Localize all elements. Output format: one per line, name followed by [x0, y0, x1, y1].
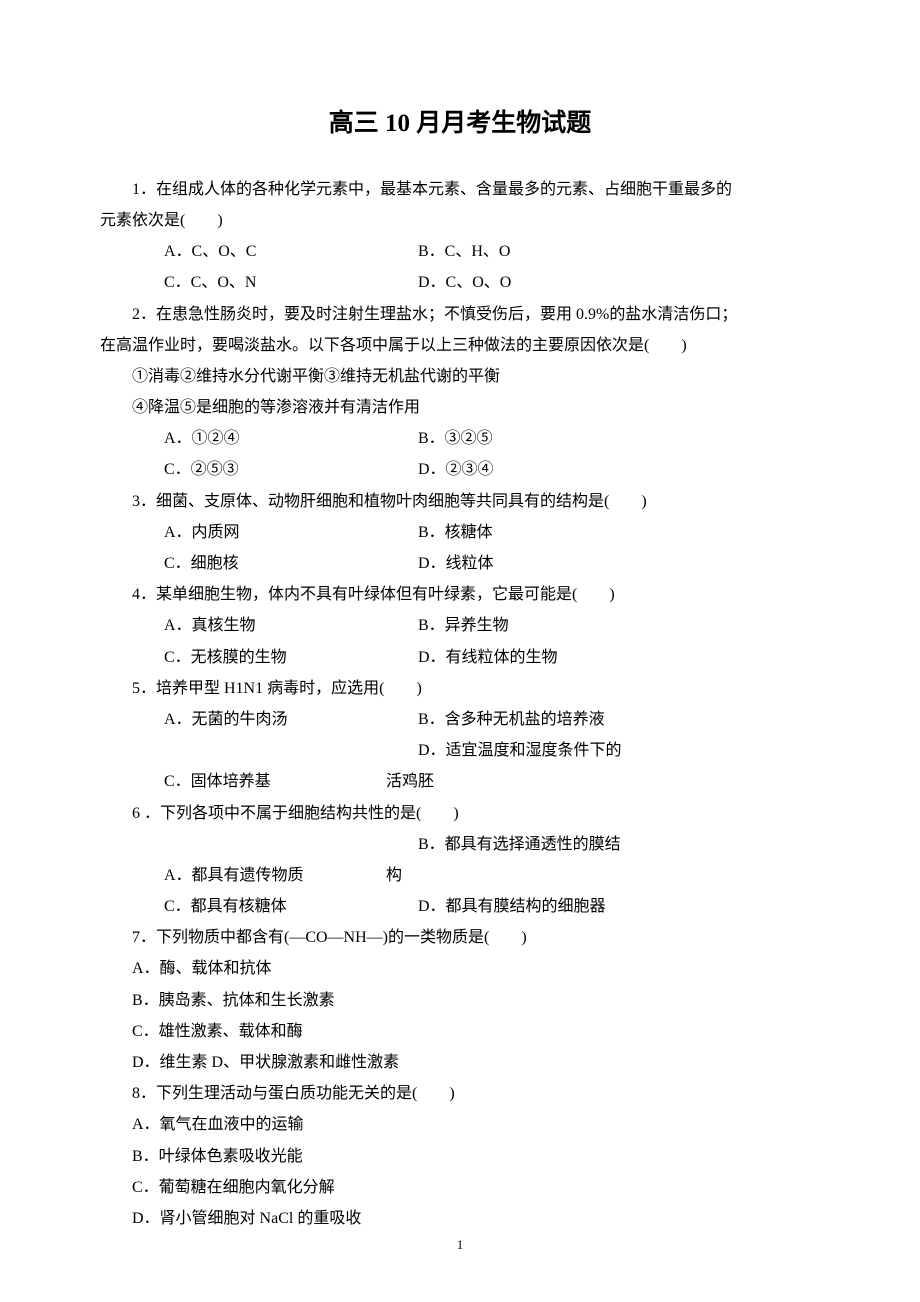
question-2-options-row-1: A．①②④ B．③②⑤	[100, 423, 820, 454]
question-2-continue: 在高温作业时，要喝淡盐水。以下各项中属于以上三种做法的主要原因依次是( )	[100, 330, 820, 361]
option-1d: D．C、O、O	[386, 267, 636, 298]
option-3a: A．内质网	[132, 517, 382, 548]
question-1: 1．在组成人体的各种化学元素中，最基本元素、含量最多的元素、占细胞干重最多的 元…	[100, 174, 820, 299]
question-3: 3．细菌、支原体、动物肝细胞和植物叶肉细胞等共同具有的结构是( ) A．内质网 …	[100, 486, 820, 580]
question-1-continue: 元素依次是( )	[100, 205, 820, 236]
question-1-options-row-2: C．C、O、N D．C、O、O	[100, 267, 820, 298]
option-2b: B．③②⑤	[386, 423, 636, 454]
question-5-options-row-2: C．固体培养基 D．适宜温度和湿度条件下的活鸡胚	[100, 735, 820, 797]
option-5a: A．无菌的牛肉汤	[132, 704, 382, 735]
question-1-options-row-1: A．C、O、C B．C、H、O	[100, 236, 820, 267]
question-7: 7．下列物质中都含有(—CO—NH—)的一类物质是( ) A．酶、载体和抗体 B…	[100, 922, 820, 1078]
option-3c: C．细胞核	[132, 548, 382, 579]
option-8b: B．叶绿体色素吸收光能	[100, 1141, 820, 1172]
question-7-text: 7．下列物质中都含有(—CO—NH—)的一类物质是( )	[100, 922, 820, 953]
question-5: 5．培养甲型 H1N1 病毒时，应选用( ) A．无菌的牛肉汤 B．含多种无机盐…	[100, 673, 820, 798]
question-5-text: 5．培养甲型 H1N1 病毒时，应选用( )	[100, 673, 820, 704]
option-8c: C．葡萄糖在细胞内氧化分解	[100, 1172, 820, 1203]
option-7a: A．酶、载体和抗体	[100, 953, 820, 984]
option-8d: D．肾小管细胞对 NaCl 的重吸收	[100, 1203, 820, 1234]
question-8: 8．下列生理活动与蛋白质功能无关的是( ) A．氧气在血液中的运输 B．叶绿体色…	[100, 1078, 820, 1234]
option-2c: C．②⑤③	[132, 454, 382, 485]
option-6d: D．都具有膜结构的细胞器	[386, 891, 636, 922]
option-5b: B．含多种无机盐的培养液	[386, 704, 636, 735]
option-5c: C．固体培养基	[132, 766, 382, 797]
question-2-sub-1: ①消毒②维持水分代谢平衡③维持无机盐代谢的平衡	[100, 361, 820, 392]
question-4-options-row-1: A．真核生物 B．异养生物	[100, 610, 820, 641]
exam-title: 高三 10 月月考生物试题	[100, 100, 820, 149]
option-6b: B．都具有选择通透性的膜结构	[386, 829, 636, 891]
option-2a: A．①②④	[132, 423, 382, 454]
option-1a: A．C、O、C	[132, 236, 382, 267]
question-6-options-row-1: A．都具有遗传物质 B．都具有选择通透性的膜结构	[100, 829, 820, 891]
question-1-text: 1．在组成人体的各种化学元素中，最基本元素、含量最多的元素、占细胞干重最多的	[100, 174, 820, 205]
option-4a: A．真核生物	[132, 610, 382, 641]
question-2-sub-2: ④降温⑤是细胞的等渗溶液并有清洁作用	[100, 392, 820, 423]
option-1c: C．C、O、N	[132, 267, 382, 298]
question-2-text: 2．在患急性肠炎时，要及时注射生理盐水；不慎受伤后，要用 0.9%的盐水清洁伤口…	[100, 299, 820, 330]
question-8-text: 8．下列生理活动与蛋白质功能无关的是( )	[100, 1078, 820, 1109]
option-8a: A．氧气在血液中的运输	[100, 1109, 820, 1140]
option-2d: D．②③④	[386, 454, 636, 485]
question-6-options-row-2: C．都具有核糖体 D．都具有膜结构的细胞器	[100, 891, 820, 922]
option-1b: B．C、H、O	[386, 236, 636, 267]
question-5-options-row-1: A．无菌的牛肉汤 B．含多种无机盐的培养液	[100, 704, 820, 735]
option-7b: B．胰岛素、抗体和生长激素	[100, 985, 820, 1016]
question-3-options-row-1: A．内质网 B．核糖体	[100, 517, 820, 548]
question-4: 4．某单细胞生物，体内不具有叶绿体但有叶绿素，它最可能是( ) A．真核生物 B…	[100, 579, 820, 673]
option-3b: B．核糖体	[386, 517, 636, 548]
question-6: 6 ．下列各项中不属于细胞结构共性的是( ) A．都具有遗传物质 B．都具有选择…	[100, 798, 820, 923]
page-number: 1	[457, 1232, 464, 1257]
option-4d: D．有线粒体的生物	[386, 642, 636, 673]
option-5d: D．适宜温度和湿度条件下的活鸡胚	[386, 735, 636, 797]
option-4c: C．无核膜的生物	[132, 642, 382, 673]
option-3d: D．线粒体	[386, 548, 636, 579]
option-7c: C．雄性激素、载体和酶	[100, 1016, 820, 1047]
question-2: 2．在患急性肠炎时，要及时注射生理盐水；不慎受伤后，要用 0.9%的盐水清洁伤口…	[100, 299, 820, 486]
option-6c: C．都具有核糖体	[132, 891, 382, 922]
option-4b: B．异养生物	[386, 610, 636, 641]
question-6-text: 6 ．下列各项中不属于细胞结构共性的是( )	[100, 798, 820, 829]
question-4-options-row-2: C．无核膜的生物 D．有线粒体的生物	[100, 642, 820, 673]
question-3-text: 3．细菌、支原体、动物肝细胞和植物叶肉细胞等共同具有的结构是( )	[100, 486, 820, 517]
option-7d: D．维生素 D、甲状腺激素和雌性激素	[100, 1047, 820, 1078]
question-4-text: 4．某单细胞生物，体内不具有叶绿体但有叶绿素，它最可能是( )	[100, 579, 820, 610]
question-2-options-row-2: C．②⑤③ D．②③④	[100, 454, 820, 485]
option-6a: A．都具有遗传物质	[132, 860, 382, 891]
question-3-options-row-2: C．细胞核 D．线粒体	[100, 548, 820, 579]
